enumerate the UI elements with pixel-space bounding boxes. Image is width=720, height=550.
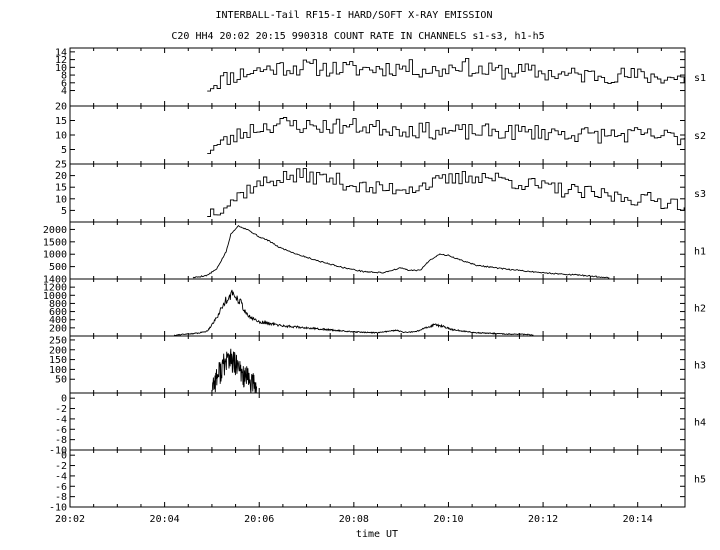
x-tick-label: 20:08 [339, 514, 369, 525]
y-tick-label: 15 [55, 116, 67, 127]
panel-frame-s1 [69, 47, 686, 107]
series-line-h3 [211, 348, 258, 394]
y-tick-label: 800 [49, 299, 67, 310]
x-tick-label: 20:04 [150, 514, 180, 525]
chart-title: INTERBALL-Tail RF15-I HARD/SOFT X-RAY EM… [216, 10, 493, 21]
x-tick-label: 20:10 [433, 514, 463, 525]
y-tick-label: 2000 [43, 225, 67, 236]
channel-label-h4: h4 [694, 418, 706, 429]
y-tick-label: -6 [55, 482, 67, 493]
y-tick-label: 6 [61, 78, 67, 89]
y-tick-label: 0 [61, 451, 67, 462]
channel-label-s2: s2 [694, 131, 706, 142]
series-line-s2 [207, 117, 685, 155]
y-tick-label: 400 [49, 315, 67, 326]
x-tick-label: 20:14 [623, 514, 653, 525]
x-axis-label: time UT [356, 529, 398, 540]
y-tick-label: 20 [55, 171, 67, 182]
y-tick-label: 10 [55, 63, 67, 74]
y-tick-label: 0 [61, 394, 67, 405]
y-tick-label: 1400 [43, 275, 67, 286]
y-tick-label: 50 [55, 375, 67, 386]
y-tick-label: 1200 [43, 283, 67, 294]
channel-label-h1: h1 [694, 247, 706, 258]
y-tick-label: -8 [55, 435, 67, 446]
panel-frame-h3 [69, 335, 686, 394]
channel-label-h3: h3 [694, 361, 706, 372]
x-tick-label: 20:06 [244, 514, 274, 525]
panel-frame-h4 [69, 392, 686, 451]
y-tick-label: -4 [55, 471, 67, 482]
y-tick-label: -4 [55, 414, 67, 425]
channel-label-h5: h5 [694, 475, 706, 486]
y-tick-label: -10 [49, 503, 67, 514]
panel-frame-s3 [69, 163, 686, 223]
series-line-h1 [192, 224, 610, 279]
panel-frame-s2 [69, 105, 686, 165]
y-tick-label: -6 [55, 425, 67, 436]
y-tick-label: 600 [49, 307, 67, 318]
y-tick-label: 10 [55, 194, 67, 205]
y-tick-label: 20 [55, 102, 67, 113]
panel-h5: h5-10-8-6-4-20 [49, 449, 706, 514]
x-tick-label: 20:02 [55, 514, 85, 525]
y-tick-label: 200 [49, 323, 67, 334]
y-tick-label: 100 [49, 365, 67, 376]
channel-label-s3: s3 [694, 189, 706, 200]
y-tick-label: 1000 [43, 250, 67, 261]
panel-frame-h5 [69, 449, 686, 508]
series-line-s3 [207, 168, 685, 217]
y-tick-label: 14 [55, 47, 67, 58]
y-tick-label: 10 [55, 131, 67, 142]
y-tick-label: 500 [49, 262, 67, 273]
y-tick-label: 150 [49, 355, 67, 366]
panel-frame-h1 [69, 221, 686, 280]
y-tick-label: -2 [55, 404, 67, 415]
panel-s2: s2 5 10 15 20 [55, 102, 706, 165]
panel-frame-h2 [69, 278, 686, 337]
y-tick-label: 12 [55, 55, 67, 66]
y-tick-label: 8 [61, 71, 67, 82]
panel-stack: s1468101214s25101520s3510152025h15001000… [43, 47, 706, 525]
series-line-s1 [207, 57, 685, 92]
y-tick-label: 25 [55, 160, 67, 171]
y-tick-label: 15 [55, 183, 67, 194]
channel-label-h2: h2 [694, 304, 706, 315]
y-tick-label: 1500 [43, 237, 67, 248]
channel-label-s1: s1 [694, 73, 706, 84]
panel-h4: h4 -10-8-6-4-20 [49, 392, 706, 457]
chart-subtitle: C20 HH4 20:02 20:15 990318 COUNT RATE IN… [171, 31, 544, 42]
y-tick-label: 5 [61, 145, 67, 156]
series-line-h2 [173, 289, 534, 336]
y-tick-label: 1000 [43, 291, 67, 302]
x-tick-label: 20:12 [528, 514, 558, 525]
y-tick-label: 5 [61, 206, 67, 217]
y-tick-label: -2 [55, 461, 67, 472]
y-tick-label: -10 [49, 446, 67, 457]
y-tick-label: 200 [49, 345, 67, 356]
y-tick-label: 4 [61, 86, 67, 97]
y-tick-label: -8 [55, 492, 67, 503]
y-tick-label: 250 [49, 335, 67, 346]
